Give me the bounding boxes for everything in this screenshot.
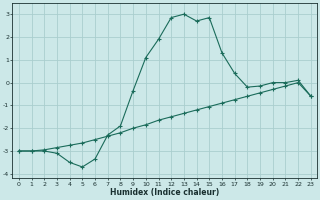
X-axis label: Humidex (Indice chaleur): Humidex (Indice chaleur) <box>110 188 220 197</box>
